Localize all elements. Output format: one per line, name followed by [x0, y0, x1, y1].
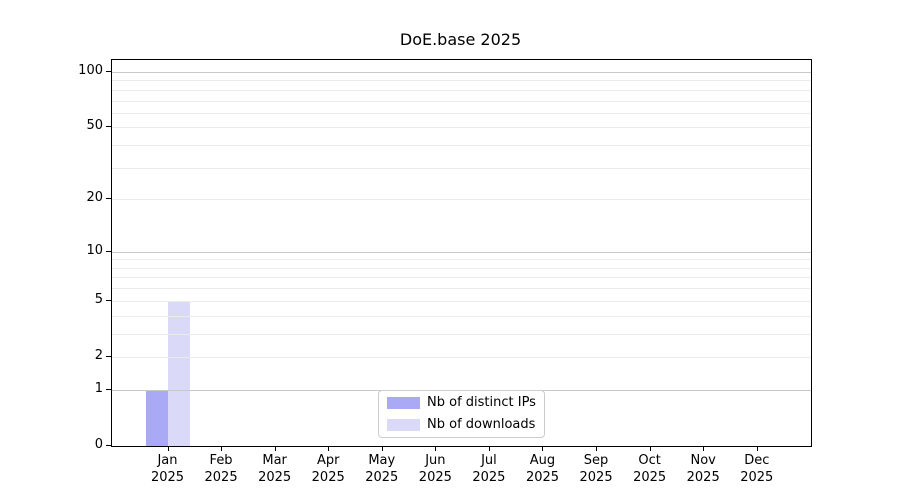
- y-axis-tick: [106, 445, 111, 446]
- gridline-minor: [112, 277, 811, 279]
- gridline-minor: [112, 127, 811, 129]
- y-axis-tick: [106, 71, 111, 72]
- y-tick-label: 5: [94, 291, 103, 307]
- x-tick-label-aug: Aug 2025: [525, 453, 560, 485]
- legend-swatch-distinct-ips: [387, 397, 420, 409]
- gridline-minor: [112, 199, 811, 201]
- x-axis-tick: [703, 446, 705, 451]
- y-tick-label: 2: [94, 347, 103, 363]
- plot-area: [111, 59, 812, 447]
- x-tick-label-dec: Dec 2025: [740, 453, 774, 485]
- chart-title: DoE.base 2025: [399, 30, 522, 49]
- gridline-minor: [112, 89, 811, 91]
- gridline-minor: [112, 259, 811, 261]
- gridline-minor: [112, 112, 811, 114]
- x-axis-tick: [381, 446, 383, 451]
- y-tick-label: 0: [94, 437, 103, 452]
- x-axis-tick: [488, 446, 490, 451]
- gridline-minor: [112, 167, 811, 169]
- legend-item-downloads: Nb of downloads: [387, 417, 544, 433]
- bar-nb-of-downloads-jan: [167, 300, 190, 446]
- y-tick-label: 10: [86, 242, 103, 258]
- x-tick-label-nov: Nov 2025: [686, 453, 720, 485]
- y-tick-label: 50: [86, 118, 103, 134]
- gridline-major: [112, 72, 811, 73]
- x-tick-label-apr: Apr 2025: [311, 453, 345, 485]
- y-axis-tick: [106, 250, 111, 252]
- x-axis-tick: [596, 446, 598, 451]
- y-axis-tick: [106, 126, 111, 128]
- x-tick-label-jan: Jan 2025: [150, 453, 185, 485]
- legend-label-downloads: Nb of downloads: [427, 417, 536, 432]
- gridline-minor: [112, 145, 811, 147]
- x-axis-tick: [274, 446, 276, 451]
- gridline-minor: [112, 300, 811, 302]
- y-tick-label: 1: [94, 380, 103, 396]
- x-axis-tick: [542, 446, 544, 451]
- x-tick-label-mar: Mar 2025: [258, 453, 292, 485]
- x-tick-label-jun: Jun 2025: [418, 453, 452, 485]
- legend-swatch-downloads: [387, 419, 420, 431]
- bar-nb-of-distinct-ips-jan: [145, 389, 168, 446]
- y-axis-tick: [106, 388, 111, 390]
- legend-item-distinct-ips: Nb of distinct IPs: [387, 395, 544, 411]
- gridline-minor: [112, 356, 811, 358]
- y-axis-tick: [106, 198, 111, 200]
- legend-label-distinct-ips: Nb of distinct IPs: [427, 395, 536, 410]
- y-axis-tick: [106, 355, 111, 357]
- gridline-minor: [112, 288, 811, 290]
- gridline-minor: [112, 315, 811, 317]
- y-tick-label: 100: [78, 63, 103, 78]
- x-axis-tick: [328, 446, 330, 451]
- x-axis-tick: [167, 446, 169, 451]
- x-tick-label-may: May 2025: [365, 453, 399, 485]
- gridline-major: [112, 251, 811, 253]
- x-tick-label-jul: Jul 2025: [472, 453, 506, 485]
- y-tick-label: 20: [86, 190, 103, 206]
- legend: Nb of distinct IPs Nb of downloads: [378, 390, 545, 438]
- x-tick-label-sep: Sep 2025: [579, 453, 613, 485]
- gridline-minor: [112, 333, 811, 335]
- x-tick-label-feb: Feb 2025: [204, 453, 238, 485]
- x-axis-tick: [649, 446, 651, 451]
- x-axis-tick: [221, 446, 223, 451]
- x-tick-label-oct: Oct 2025: [633, 453, 667, 485]
- gridline-minor: [112, 80, 811, 82]
- gridline-minor: [112, 267, 811, 269]
- x-axis-tick: [756, 446, 758, 451]
- gridline-minor: [112, 100, 811, 102]
- y-axis-tick: [106, 299, 111, 301]
- x-axis-tick: [435, 446, 437, 451]
